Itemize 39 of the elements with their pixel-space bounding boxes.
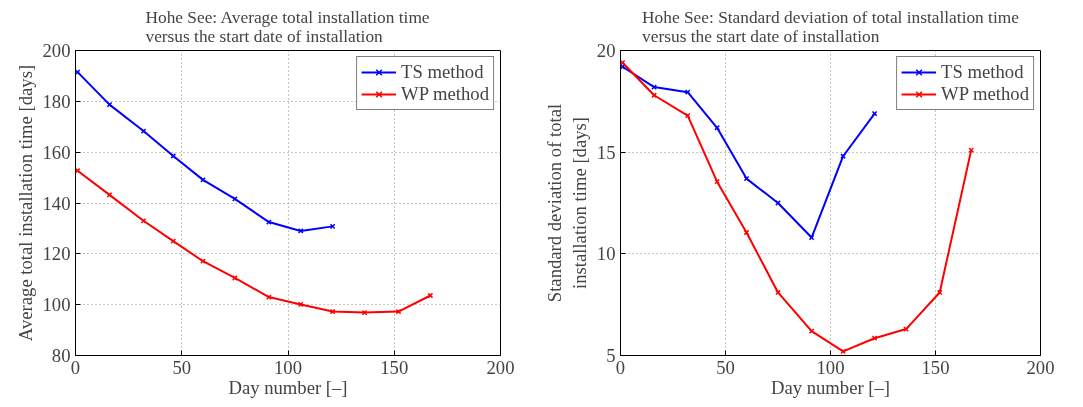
legend-label: WP method bbox=[401, 83, 489, 105]
x-tick-label: 0 bbox=[70, 356, 81, 378]
chart-title: Hohe See: Average total installation time versus the start date of installation bbox=[145, 7, 430, 46]
legend-label: TS method bbox=[941, 61, 1024, 83]
y-tick-label: 140 bbox=[42, 192, 71, 214]
y-axis-title: Average total installation time [days] bbox=[14, 64, 36, 342]
x-tick-label: 50 bbox=[716, 356, 735, 378]
x-tick-label: 100 bbox=[816, 356, 845, 378]
x-tick-label: 150 bbox=[921, 356, 950, 378]
y-tick-label: 120 bbox=[42, 243, 71, 265]
point bbox=[808, 234, 815, 241]
chart-title: Hohe See: Standard deviation of total installation time versus the start date of installation bbox=[642, 7, 1020, 46]
x-tick-label: 0 bbox=[615, 356, 626, 378]
x-tick-label: 200 bbox=[486, 356, 515, 378]
y-tick-label: 100 bbox=[42, 294, 71, 316]
x-tick-label: 50 bbox=[172, 356, 192, 378]
y-tick-label: 15 bbox=[596, 141, 616, 163]
y-tick-label: 200 bbox=[42, 40, 71, 61]
point bbox=[775, 200, 781, 206]
x-tick-label: 150 bbox=[380, 356, 409, 378]
legend-label: WP method bbox=[941, 83, 1029, 105]
y-tick-label: 5 bbox=[606, 345, 616, 366]
legend-label: TS method bbox=[401, 61, 484, 83]
y-tick-label: 180 bbox=[42, 90, 71, 112]
point bbox=[743, 229, 750, 236]
x-axis-title: Day number [–] bbox=[228, 376, 348, 398]
y-tick-label: 10 bbox=[596, 243, 616, 265]
point bbox=[651, 84, 657, 90]
point bbox=[361, 309, 368, 316]
point bbox=[232, 196, 238, 202]
x-tick-label: 100 bbox=[274, 356, 302, 378]
y-tick-label: 20 bbox=[596, 40, 616, 61]
x-tick-label: 200 bbox=[1026, 356, 1055, 378]
y-tick-label: 80 bbox=[51, 345, 71, 366]
point bbox=[903, 326, 909, 332]
point bbox=[395, 308, 402, 315]
x-axis-title: Day number [–] bbox=[770, 376, 891, 398]
y-tick-label: 160 bbox=[42, 141, 71, 163]
y-axis-title: Standard deviation of total installation time [days] bbox=[543, 103, 590, 303]
